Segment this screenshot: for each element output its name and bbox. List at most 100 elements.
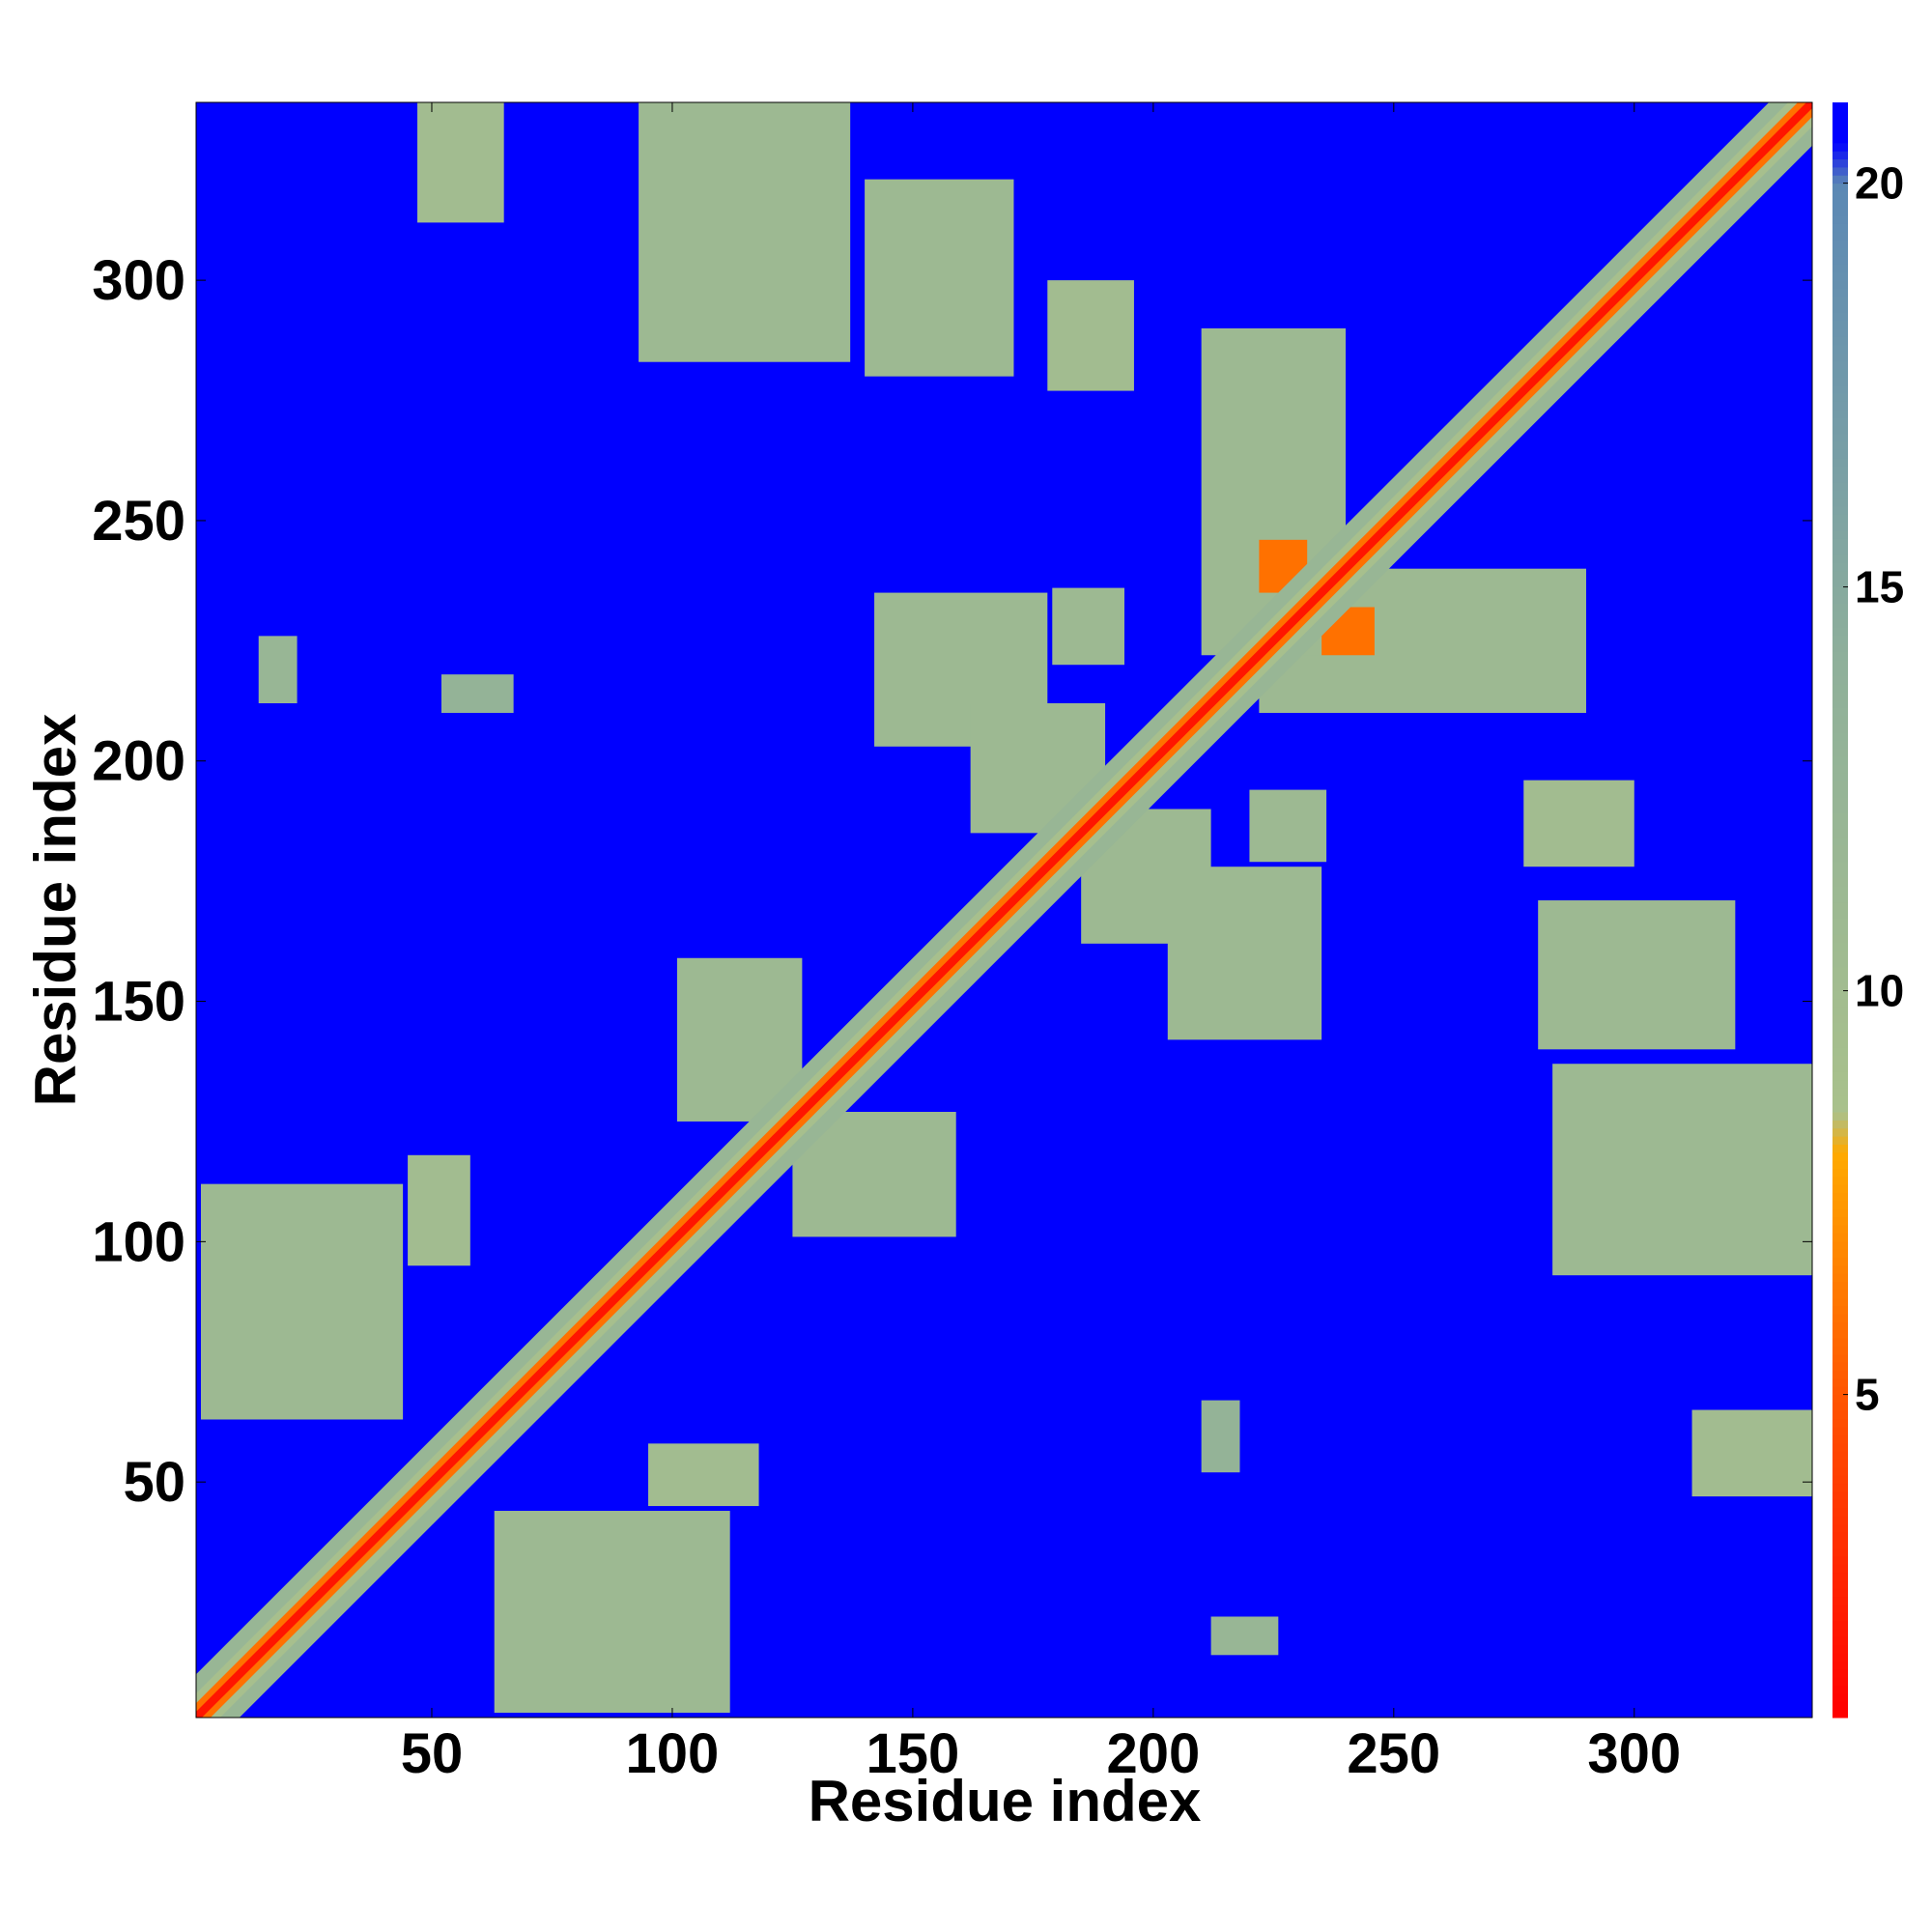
colorbar-step <box>1833 716 1848 725</box>
colorbar-step <box>1833 877 1848 887</box>
x-tick-label: 200 <box>1106 1722 1200 1785</box>
colorbar-step <box>1833 1564 1848 1574</box>
colorbar-step <box>1833 1297 1848 1307</box>
colorbar-step <box>1833 1289 1848 1298</box>
colorbar-step <box>1833 328 1848 337</box>
colorbar-step <box>1833 473 1848 483</box>
colorbar-step <box>1833 821 1848 830</box>
colorbar-step <box>1833 1491 1848 1500</box>
colorbar-step <box>1833 1314 1848 1322</box>
colorbar-step <box>1833 966 1848 976</box>
colorbar-step <box>1833 603 1848 612</box>
colorbar-step <box>1833 255 1848 265</box>
colorbar-step <box>1833 490 1848 499</box>
contact-patch <box>865 179 1014 377</box>
colorbar-step <box>1833 1031 1848 1040</box>
heatmap <box>196 102 1812 1718</box>
plot-frame <box>195 101 1813 1719</box>
colorbar-step <box>1833 699 1848 709</box>
colorbar-step <box>1833 497 1848 507</box>
contact-patch <box>440 674 514 713</box>
colorbar-step <box>1833 522 1848 531</box>
colorbar-step <box>1833 1636 1848 1646</box>
contact-patch <box>1538 900 1736 1050</box>
contact-patch <box>648 1443 759 1507</box>
colorbar-step <box>1833 1507 1848 1517</box>
colorbar-step <box>1833 1023 1848 1032</box>
colorbar-step <box>1833 183 1848 192</box>
colorbar-step <box>1833 554 1848 564</box>
colorbar-step <box>1833 514 1848 524</box>
colorbar-step <box>1833 805 1848 814</box>
colorbar-step <box>1833 1087 1848 1096</box>
colorbar-step <box>1833 1572 1848 1581</box>
colorbar-step <box>1833 837 1848 846</box>
colorbar-step <box>1833 1007 1848 1016</box>
colorbar-step <box>1833 668 1848 677</box>
colorbar-step <box>1833 562 1848 572</box>
contact-patch <box>408 1154 470 1266</box>
colorbar-step <box>1833 457 1848 467</box>
contact-patch <box>639 102 851 362</box>
colorbar-step <box>1833 1604 1848 1613</box>
colorbar-step <box>1833 1516 1848 1524</box>
colorbar-step <box>1833 796 1848 806</box>
diagonal-band <box>196 102 1812 1718</box>
x-tick-label: 50 <box>401 1722 464 1785</box>
colorbar-step <box>1833 102 1848 111</box>
colorbar-step <box>1833 336 1848 346</box>
colorbar-step <box>1833 223 1848 233</box>
colorbar-step <box>1833 142 1848 152</box>
colorbar-step <box>1833 231 1848 241</box>
colorbar-step <box>1833 1394 1848 1404</box>
colorbar-step <box>1833 118 1848 128</box>
y-tick-label: 300 <box>92 249 185 312</box>
colorbar-step <box>1833 247 1848 257</box>
colorbar-step <box>1833 1483 1848 1492</box>
colorbar-step <box>1833 1499 1848 1509</box>
colorbar-step <box>1833 740 1848 750</box>
colorbar-step <box>1833 692 1848 701</box>
x-tick-label: 300 <box>1587 1722 1681 1785</box>
colorbar-step <box>1833 1136 1848 1145</box>
x-axis-label: Residue index <box>809 1769 1202 1833</box>
y-tick-label: 200 <box>92 730 185 793</box>
colorbar-step <box>1833 1620 1848 1630</box>
colorbar-step <box>1833 530 1848 539</box>
colorbar-step <box>1833 1281 1848 1291</box>
colorbar-step <box>1833 869 1848 879</box>
colorbar-step <box>1833 1095 1848 1105</box>
colorbar-step <box>1833 279 1848 289</box>
colorbar-step <box>1833 1200 1848 1209</box>
colorbar-tick-label: 20 <box>1855 158 1904 209</box>
colorbar-step <box>1833 635 1848 644</box>
colorbar-step <box>1833 360 1848 370</box>
contact-patch <box>1691 1409 1812 1497</box>
contact-patch <box>417 102 504 223</box>
colorbar-step <box>1833 1475 1848 1485</box>
colorbar-step <box>1833 506 1848 515</box>
colorbar-step <box>1833 110 1848 120</box>
colorbar-step <box>1833 1677 1848 1687</box>
colorbar-step <box>1833 732 1848 741</box>
colorbar-step <box>1833 990 1848 1000</box>
colorbar-step <box>1833 998 1848 1008</box>
colorbar-step <box>1833 1442 1848 1452</box>
colorbar-step <box>1833 1208 1848 1218</box>
colorbar-step <box>1833 1459 1848 1468</box>
colorbar-step <box>1833 1144 1848 1153</box>
colorbar-step <box>1833 296 1848 305</box>
colorbar-step <box>1833 659 1848 668</box>
colorbar-step <box>1833 546 1848 555</box>
colorbar-step <box>1833 1168 1848 1178</box>
y-tick-label: 150 <box>92 971 185 1034</box>
colorbar-step <box>1833 538 1848 548</box>
colorbar-step <box>1833 401 1848 411</box>
colorbar-step <box>1833 215 1848 224</box>
colorbar-step <box>1833 910 1848 919</box>
colorbar-step <box>1833 651 1848 661</box>
colorbar-step <box>1833 708 1848 717</box>
contact-patch <box>1201 1400 1240 1473</box>
colorbar-step <box>1833 1370 1848 1379</box>
